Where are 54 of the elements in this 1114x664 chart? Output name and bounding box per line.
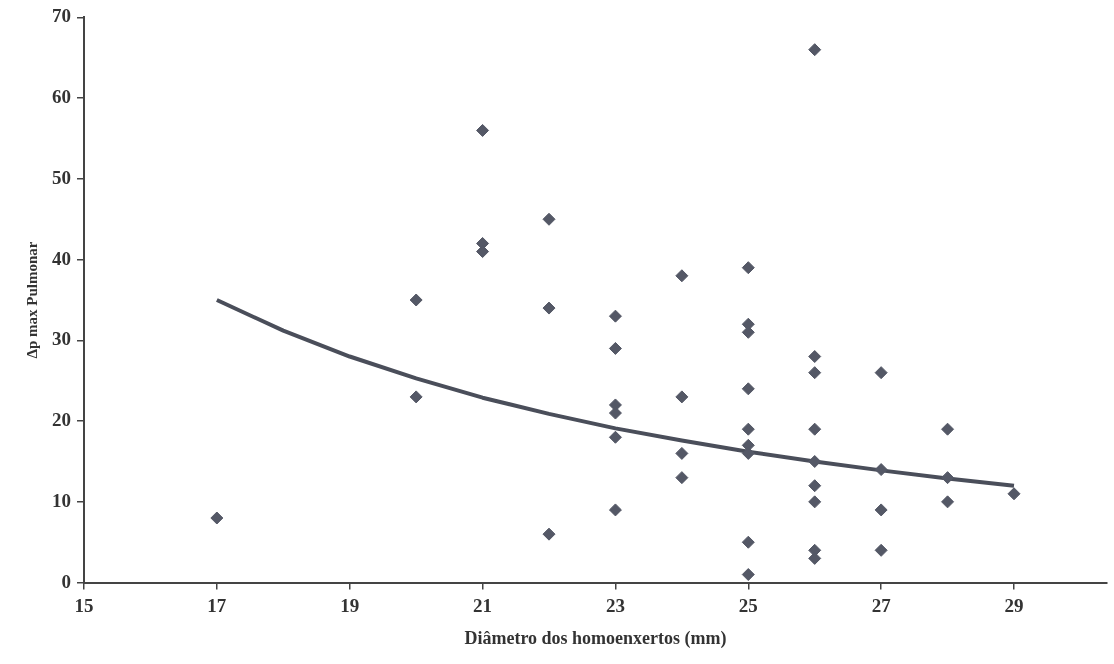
point xyxy=(476,123,490,137)
point xyxy=(409,293,423,307)
point xyxy=(741,422,755,436)
point xyxy=(675,269,689,283)
point xyxy=(608,430,622,444)
x-tick-label: 21 xyxy=(473,594,493,616)
y-axis-title: Δp max Pulmonar xyxy=(23,241,40,359)
point xyxy=(941,495,955,509)
x-tick-label: 15 xyxy=(74,594,94,616)
y-tick-label: 60 xyxy=(52,86,71,108)
point xyxy=(808,479,822,493)
y-tick-label: 50 xyxy=(52,166,71,188)
point xyxy=(542,301,556,315)
point xyxy=(741,382,755,396)
point xyxy=(808,366,822,380)
point xyxy=(808,350,822,364)
x-tick-label: 29 xyxy=(1004,594,1024,616)
point xyxy=(675,471,689,485)
x-tick-label: 27 xyxy=(871,594,892,616)
point xyxy=(210,511,224,525)
point xyxy=(1007,487,1021,501)
point xyxy=(874,543,888,557)
point xyxy=(741,535,755,549)
point xyxy=(741,261,755,275)
point xyxy=(675,446,689,460)
x-tick-label: 23 xyxy=(605,594,625,616)
point xyxy=(808,495,822,509)
point xyxy=(409,390,423,404)
point xyxy=(476,245,490,259)
point xyxy=(808,422,822,436)
x-tick-label: 25 xyxy=(738,594,758,616)
point xyxy=(608,309,622,323)
point xyxy=(941,422,955,436)
point xyxy=(874,503,888,517)
point xyxy=(741,568,755,582)
x-tick-label: 19 xyxy=(340,594,360,616)
y-tick-label: 70 xyxy=(52,5,71,27)
point xyxy=(675,390,689,404)
x-axis-title: Diâmetro dos homoenxertos (mm) xyxy=(464,627,727,649)
point xyxy=(608,503,622,517)
y-tick-label: 0 xyxy=(61,570,71,592)
point xyxy=(808,454,822,468)
point xyxy=(542,212,556,226)
point xyxy=(608,341,622,355)
point xyxy=(808,43,822,57)
point xyxy=(874,463,888,477)
point xyxy=(542,527,556,541)
y-tick-label: 40 xyxy=(52,247,71,269)
y-tick-label: 10 xyxy=(52,489,71,511)
y-tick-label: 20 xyxy=(52,409,71,431)
x-tick-label: 17 xyxy=(207,594,227,616)
point xyxy=(941,471,955,485)
point xyxy=(874,366,888,380)
y-tick-label: 30 xyxy=(52,328,71,350)
